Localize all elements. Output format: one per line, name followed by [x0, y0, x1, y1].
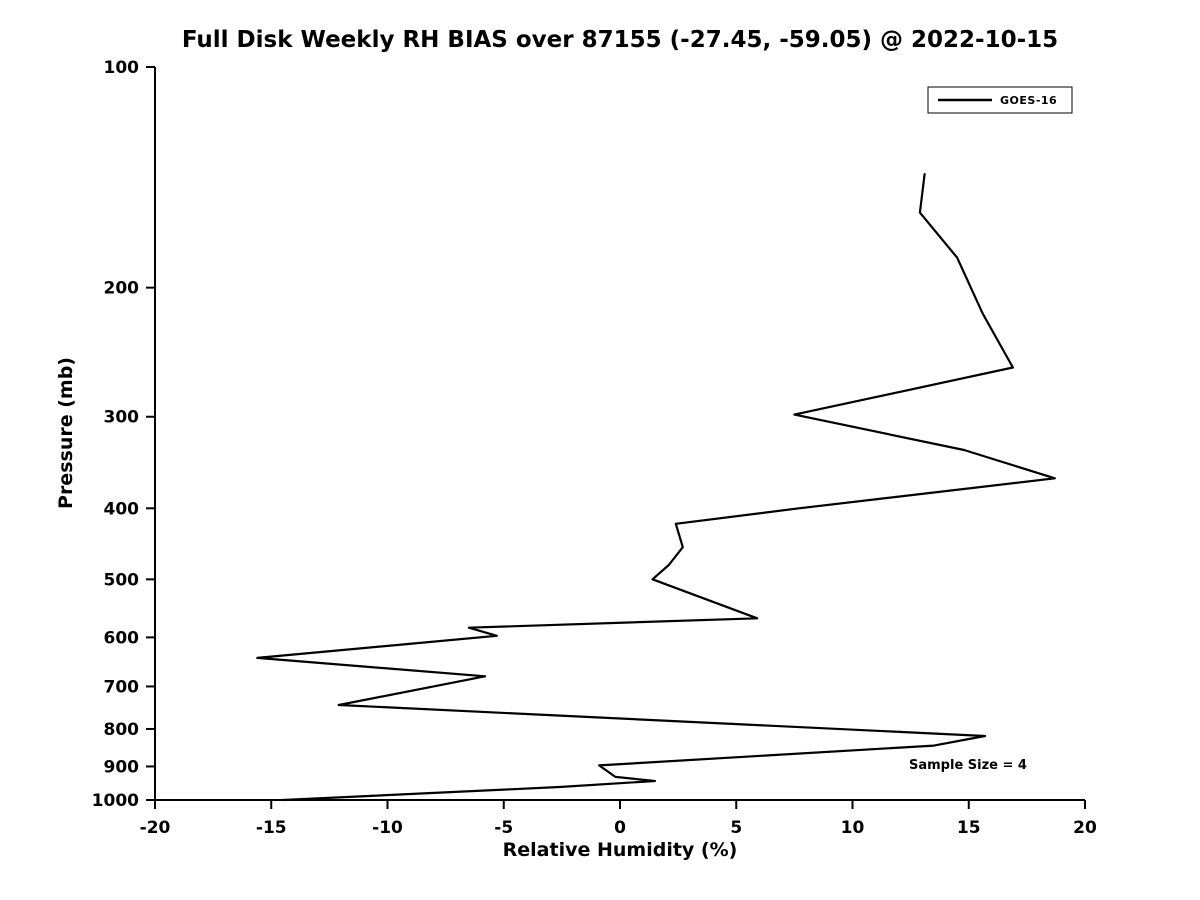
x-axis-label: Relative Humidity (%): [503, 839, 738, 861]
chart-title: Full Disk Weekly RH BIAS over 87155 (-27…: [182, 27, 1058, 53]
axes: -20 -15 -10 -5 0 5 10 15 20 100 200 300 400 500 600 700…: [92, 58, 1097, 838]
legend: GOES-16: [927, 86, 1073, 114]
x-tick-label: -15: [256, 818, 287, 838]
sample-size-annotation: Sample Size = 4: [909, 758, 1027, 773]
x-tick-label: 15: [957, 818, 981, 838]
y-tick-label: 300: [104, 408, 140, 428]
x-tick-label: -5: [494, 818, 513, 838]
x-tick-label: 10: [841, 818, 865, 838]
y-tick-label: 500: [104, 570, 140, 590]
x-tick-label: -20: [140, 818, 171, 838]
x-tick-label: 5: [730, 818, 742, 838]
y-tick-label: 400: [104, 499, 140, 519]
y-tick-label: 900: [104, 757, 140, 777]
x-tick-label: 20: [1073, 818, 1097, 838]
y-tick-label: 800: [104, 720, 140, 740]
goes16-line: [256, 173, 1056, 802]
y-tick-label: 100: [104, 58, 140, 78]
series-group: [256, 173, 1056, 802]
y-tick-label: 700: [104, 677, 140, 697]
y-tick-label: 200: [104, 279, 140, 299]
x-tick-label: 0: [614, 818, 626, 838]
y-tick-label: 600: [104, 628, 140, 648]
y-tick-label: 1000: [92, 791, 139, 811]
y-axis-label: Pressure (mb): [55, 357, 77, 509]
legend-label: GOES-16: [1000, 94, 1057, 107]
x-tick-label: -10: [372, 818, 403, 838]
